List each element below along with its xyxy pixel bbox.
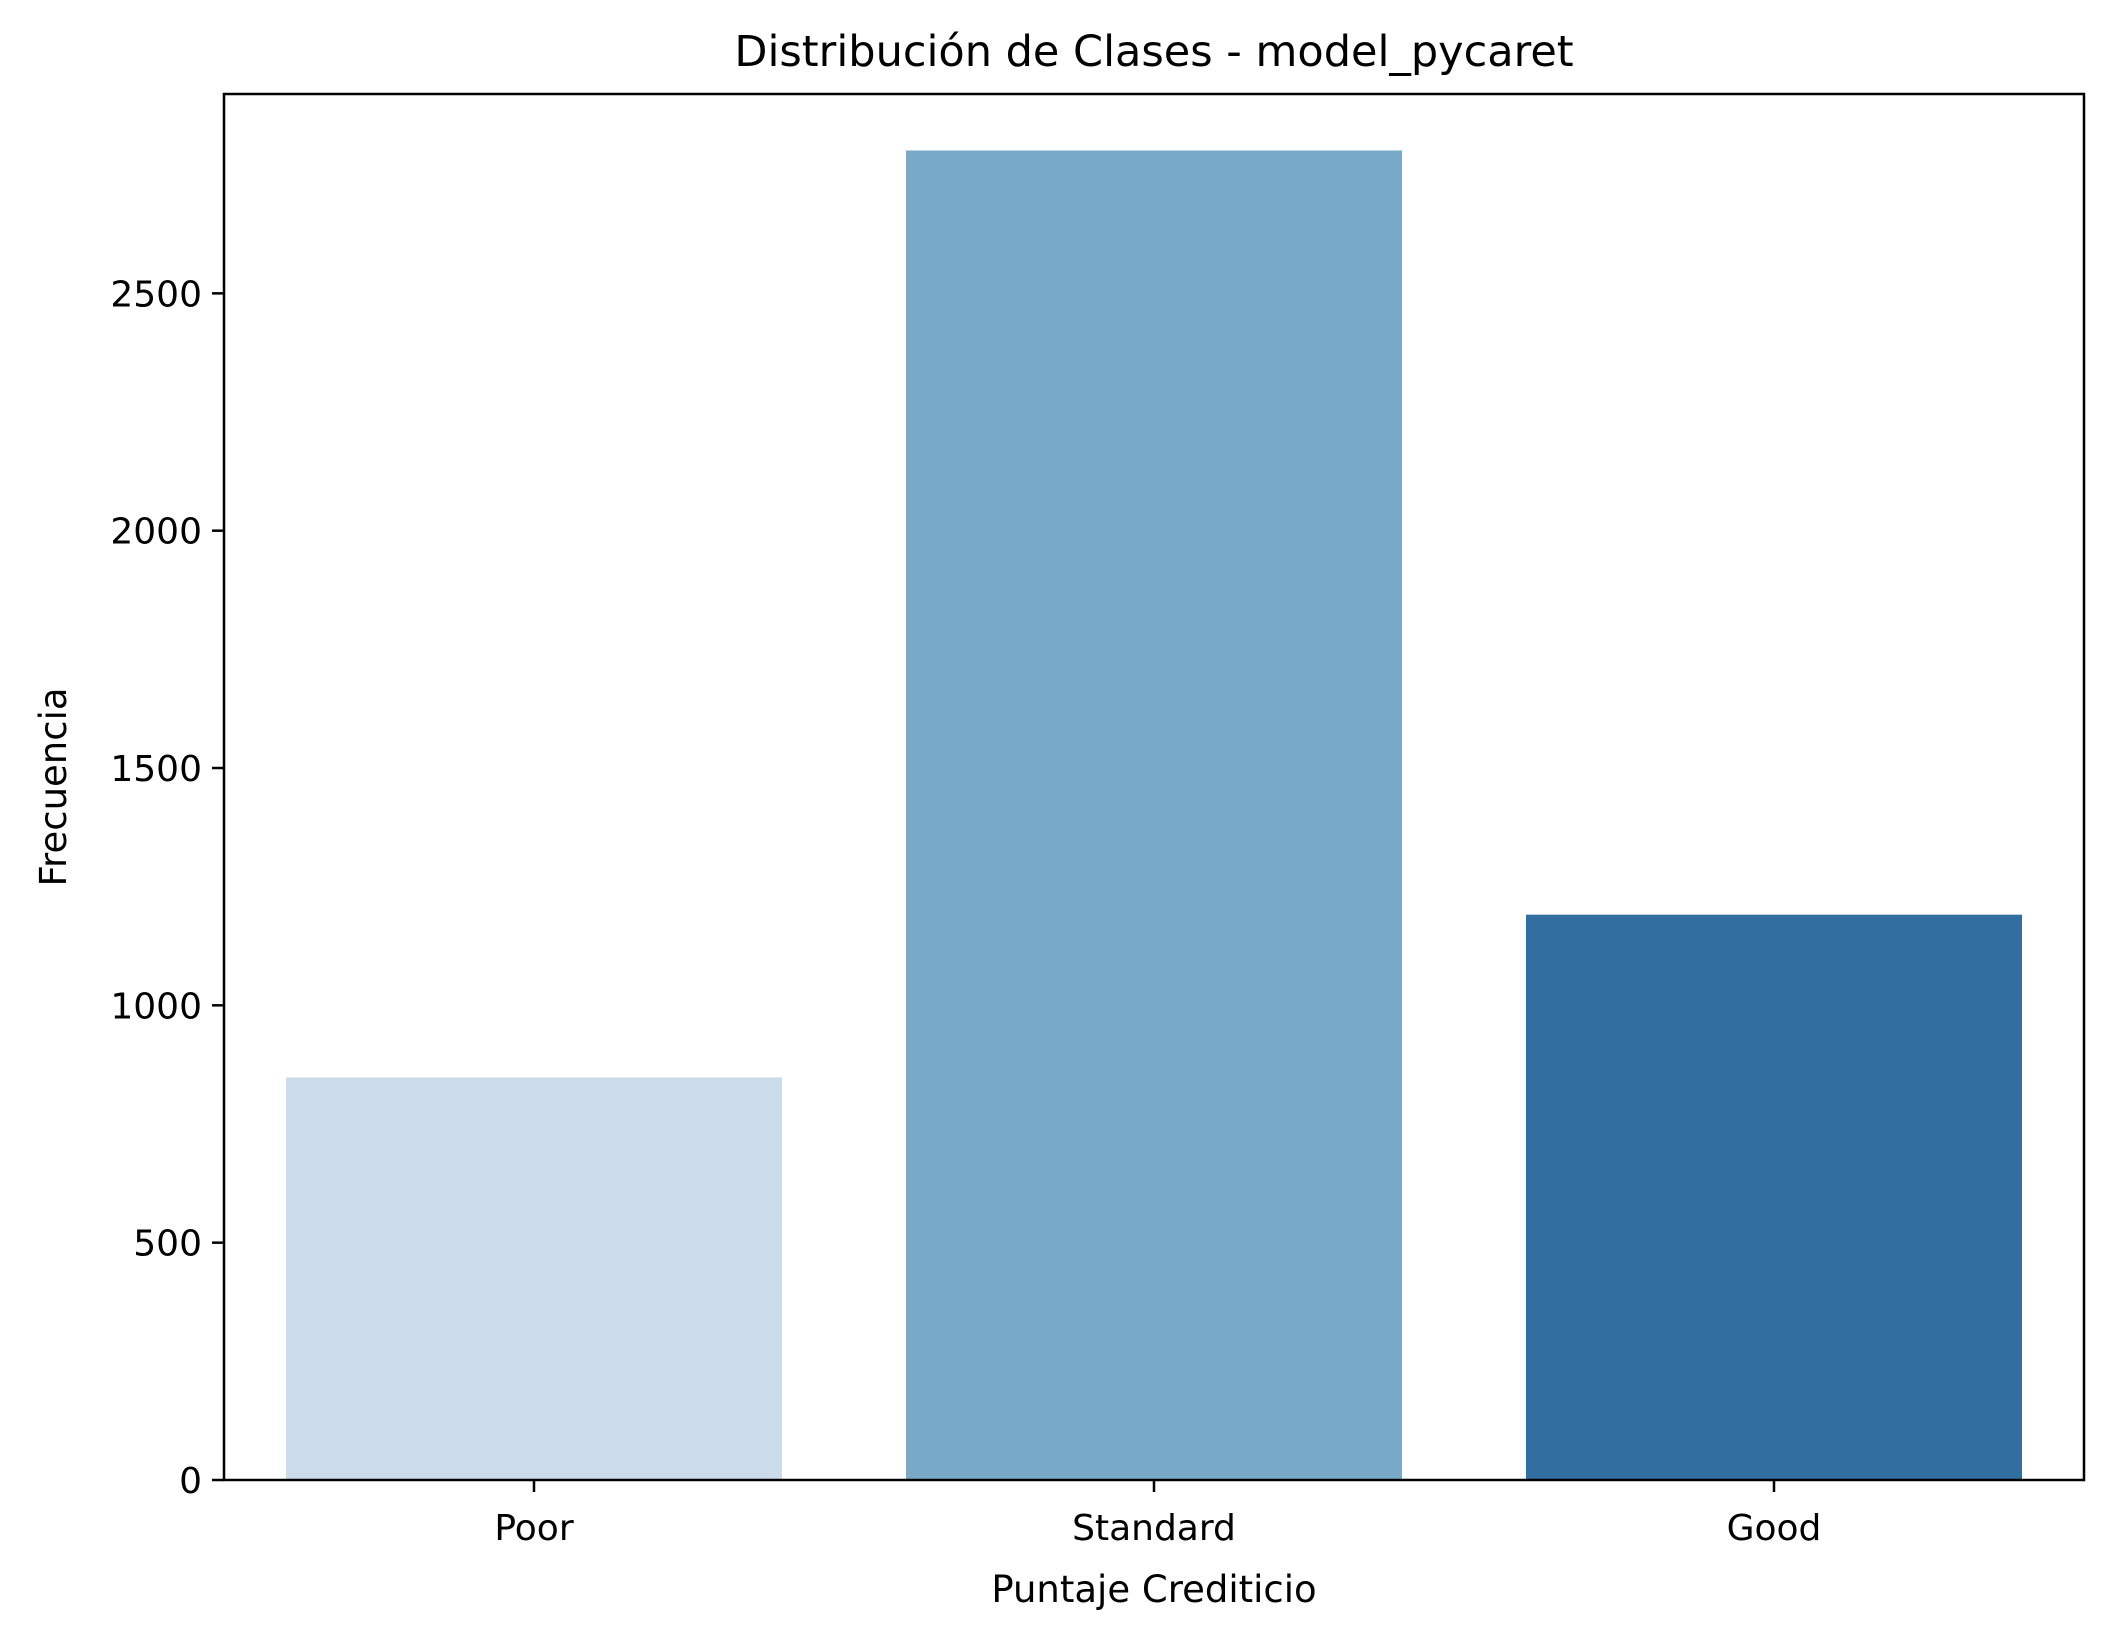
bar-good xyxy=(1526,914,2022,1480)
plot-area-frame xyxy=(222,92,2086,1482)
bars-layer xyxy=(286,150,2022,1481)
x-tick-label: Standard xyxy=(1072,1508,1236,1549)
y-tick-label: 2500 xyxy=(110,274,202,315)
y-tick-label: 1000 xyxy=(110,986,202,1027)
bar-standard xyxy=(906,150,1402,1481)
y-tick-label: 0 xyxy=(179,1461,202,1502)
y-tick-label: 500 xyxy=(133,1224,202,1265)
x-axis-ticks: Poor Standard Good xyxy=(494,1480,1821,1549)
x-axis-label: Puntaje Crediticio xyxy=(991,1568,1316,1611)
x-tick-label: Poor xyxy=(494,1508,573,1549)
bar-poor xyxy=(286,1077,782,1480)
y-tick-label: 1500 xyxy=(110,749,202,790)
y-axis-label: Frecuencia xyxy=(32,687,75,886)
y-tick-label: 2000 xyxy=(110,512,202,553)
x-tick-label: Good xyxy=(1727,1508,1822,1549)
y-axis-ticks: 0 500 1000 1500 2000 2500 xyxy=(110,274,224,1502)
chart-title: Distribución de Clases - model_pycaret xyxy=(734,27,1573,77)
